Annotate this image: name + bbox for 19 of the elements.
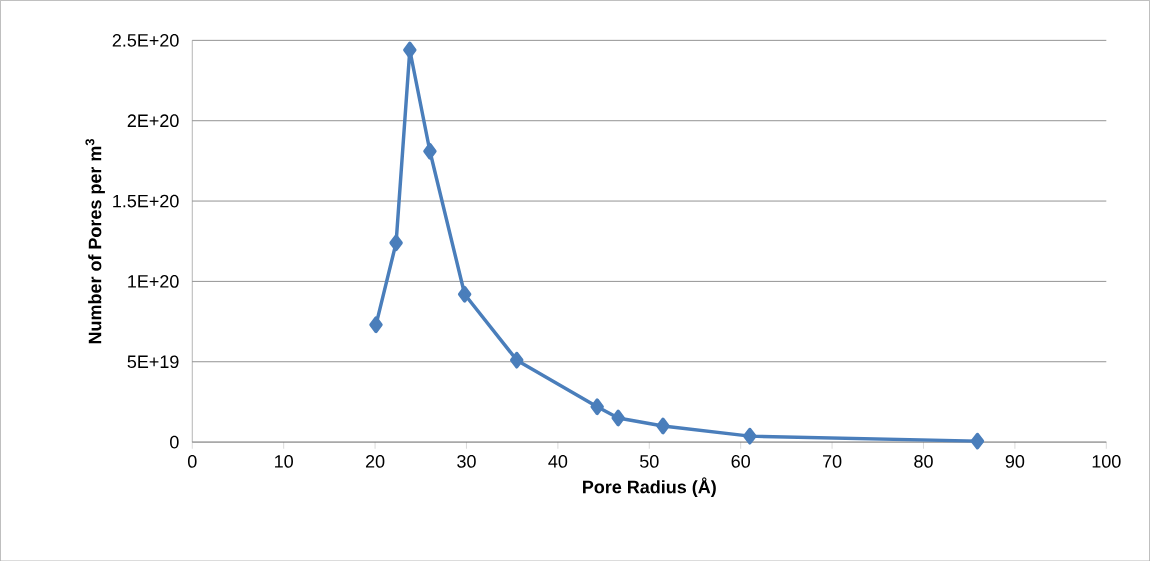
y-tick-label: 0 — [170, 435, 179, 449]
x-tick-label: 10 — [275, 454, 293, 468]
y-tick-label: 2.5E+20 — [112, 33, 179, 47]
y-tick-label: 1.5E+20 — [113, 194, 179, 208]
y-axis-title: Number of Pores per m$^{3}$ — [85, 138, 105, 344]
x-tick-label: 100 — [1092, 454, 1121, 468]
y-tick-label: 2E+20 — [127, 114, 179, 127]
y-tick-label: 1E+20 — [128, 274, 179, 288]
x-tick-label: 90 — [1005, 454, 1025, 468]
y-tick-label: 5E+19 — [127, 355, 179, 368]
x-axis-title: Pore Radius (Å) — [583, 477, 716, 497]
x-tick-label: 80 — [914, 454, 933, 468]
x-tick-label: 20 — [365, 454, 385, 468]
x-tick-label: 0 — [187, 454, 197, 468]
x-tick-label: 30 — [457, 454, 476, 468]
x-tick-label: 60 — [731, 454, 750, 468]
x-tick-label: 50 — [639, 454, 659, 468]
x-tick-label: 40 — [548, 454, 568, 468]
x-tick-label: 70 — [823, 454, 842, 468]
